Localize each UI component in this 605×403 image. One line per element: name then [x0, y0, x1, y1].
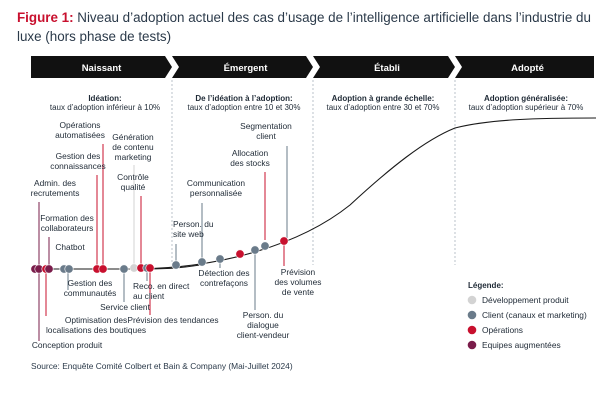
point-segmentation-client: [260, 241, 270, 251]
point-detection-des-contrefacons: [215, 254, 225, 264]
legend: Légende: Développement produit Client (can…: [467, 281, 587, 350]
legend-label-developpement-produit: Développement produit: [482, 295, 569, 305]
phase-bars: Naissant Émergent Établi Adopté: [31, 56, 594, 78]
label-formation-des-collaborateurs: Formation des collaborateurs: [40, 213, 94, 233]
phase-dividers: [171, 80, 456, 265]
phase-subtitle-text-etabli: taux d’adoption entre 30 et 70%: [327, 103, 440, 112]
point-prevision-des-tendances: [145, 263, 155, 273]
phase-subtitle-title-etabli: Adoption à grande échelle:: [332, 94, 435, 103]
phase-label-adopte: Adopté: [511, 63, 544, 74]
label-gestion-des-communautes: Gestion des communautés: [64, 278, 117, 298]
label-prevision-des-volumes-de-vente: Prévision des volumes de vente: [274, 267, 321, 297]
legend-label-operations: Opérations: [482, 325, 523, 335]
label-optimisation-des-localisations-des-boutiques: Optimisation des localisations des boutiq…: [46, 315, 146, 335]
point-person-du-site-web: [171, 260, 181, 270]
label-chatbot: Chatbot: [55, 242, 85, 252]
point-service-client: [119, 264, 129, 274]
point-formation-des-collaborateurs: [44, 264, 54, 274]
phase-label-etabli: Établi: [374, 63, 400, 74]
legend-marker-operations: [467, 325, 477, 335]
label-operations-automatisees: Opérations automatisées: [55, 120, 105, 140]
label-prevision-des-tendances: Prévision des tendances: [127, 315, 218, 325]
label-person-du-dialogue-client-vendeur: Person. du dialogue client-vendeur: [237, 310, 290, 340]
data-points: [30, 236, 289, 274]
legend-label-client-canaux-et-marketing: Client (canaux et marketing): [482, 310, 587, 320]
label-admin-des-recrutements: Admin. des recrutements: [31, 178, 80, 198]
point-communication-personnalisee: [197, 257, 207, 267]
point-labels: Conception produit Admin. des recrutements…: [31, 120, 322, 350]
phase-label-emergent: Émergent: [224, 63, 269, 74]
phase-subtitle-text-emergent: taux d’adoption entre 10 et 30%: [188, 103, 301, 112]
phase-subtitle-title-naissant: Idéation:: [88, 94, 121, 103]
label-controle-qualite: Contrôle qualité: [117, 172, 149, 192]
point-gestion-des-communautes: [64, 264, 74, 274]
legend-marker-equipes-augmentees: [467, 340, 477, 350]
label-service-client: Service client: [100, 302, 150, 312]
label-segmentation-client: Segmentation client: [240, 121, 292, 141]
chart-title: Figure 1: Niveau d’adoption actuel des c…: [17, 8, 597, 46]
phase-subtitle-title-adopte: Adoption généralisée:: [484, 94, 568, 103]
point-prevision-des-volumes-de-vente: [279, 236, 289, 246]
label-allocation-des-stocks: Allocation des stocks: [230, 148, 270, 168]
legend-marker-developpement-produit: [467, 295, 477, 305]
phase-label-naissant: Naissant: [82, 63, 122, 74]
label-person-du-site-web: Person. du site web: [173, 219, 214, 239]
phase-subtitle-text-adopte: taux d’adoption supérieur à 70%: [469, 103, 584, 112]
source-note: Source: Enquête Comité Colbert et Bain &…: [31, 361, 293, 371]
label-generation-de-contenu-marketing: Génération de contenu marketing: [112, 132, 154, 162]
legend-marker-client-canaux-et-marketing: [467, 310, 477, 320]
point-person-du-dialogue-client-vendeur: [250, 245, 260, 255]
legend-title: Légende:: [468, 281, 504, 290]
title-text: Niveau d’adoption actuel des cas d’usage…: [17, 10, 591, 44]
label-detection-des-contrefacons: Détection des contrefaçons: [198, 268, 249, 288]
phase-bar-naissant: [31, 56, 172, 78]
label-communication-personnalisee: Communication personnalisée: [187, 178, 246, 198]
phase-bar-etabli: [313, 56, 455, 78]
label-reco-en-direct-au-client: Reco. en direct au client: [133, 281, 190, 301]
point-operations-automatisees: [98, 264, 108, 274]
label-conception-produit: Conception produit: [32, 340, 103, 350]
phase-bar-emergent: [172, 56, 313, 78]
phase-subtitles: Idéation:taux d’adoption inférieur à 10%…: [50, 94, 584, 112]
figure-number: Figure 1:: [17, 10, 74, 25]
label-gestion-des-connaissances: Gestion des connaissances: [50, 151, 105, 171]
phase-subtitle-text-naissant: taux d’adoption inférieur à 10%: [50, 103, 160, 112]
leader-lines: [38, 144, 288, 341]
phase-bar-adopte: [455, 56, 594, 78]
legend-label-equipes-augmentees: Equipes augmentées: [482, 340, 561, 350]
phase-subtitle-title-emergent: De l’idéation à l’adoption:: [195, 94, 292, 103]
point-allocation-des-stocks: [235, 249, 245, 259]
